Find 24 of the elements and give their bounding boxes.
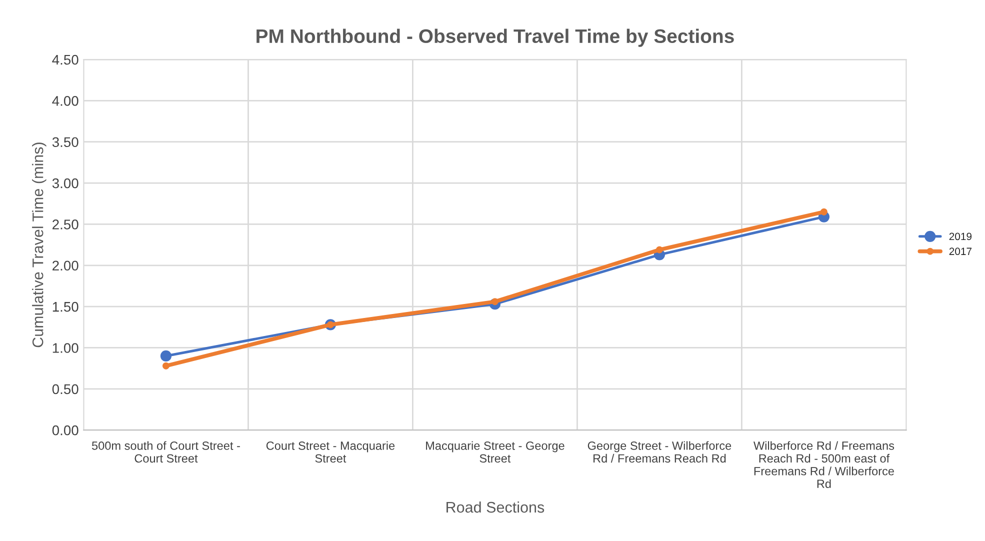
y-tick-label: 0.00: [52, 425, 78, 436]
y-tick-label: 1.50: [52, 302, 78, 312]
y-tick-label: 3.50: [52, 137, 78, 148]
legend-label: 2019: [949, 232, 972, 240]
y-tick-label: 0.50: [52, 384, 78, 394]
point: [162, 362, 170, 370]
y-tick-label: 3.00: [52, 178, 78, 188]
chart-title: PM Northbound - Observed Travel Time by Sections: [256, 28, 734, 47]
y-tick-label: 4.50: [52, 54, 78, 65]
legend-label: 2017: [949, 248, 972, 256]
x-tick-label: Macquarie Street - George Street: [426, 441, 564, 463]
x-tick-label: 500m south of Court Street - Court Street: [92, 441, 240, 463]
y-tick-label: 2.50: [52, 220, 78, 230]
y-tick-label: 1.00: [52, 343, 78, 353]
point: [656, 246, 663, 254]
x-tick-label: Court Street - Macquarie Street: [266, 441, 395, 463]
x-axis-title: Road Sections: [446, 501, 544, 513]
x-tick-label: George Street - Wilberforce Rd / Freemans Reach Rd: [588, 441, 732, 463]
x-tick-label: Wilberforce Rd / Freemans Reach Rd - 500m east of Freemans Rd / Wilberforce Rd: [753, 441, 894, 488]
point: [820, 208, 828, 216]
y-tick-label: 2.00: [52, 260, 78, 271]
y-axis-title: Cumulative Travel Time (mins): [32, 142, 46, 348]
y-tick-label: 4.00: [52, 96, 78, 106]
point: [160, 350, 172, 362]
